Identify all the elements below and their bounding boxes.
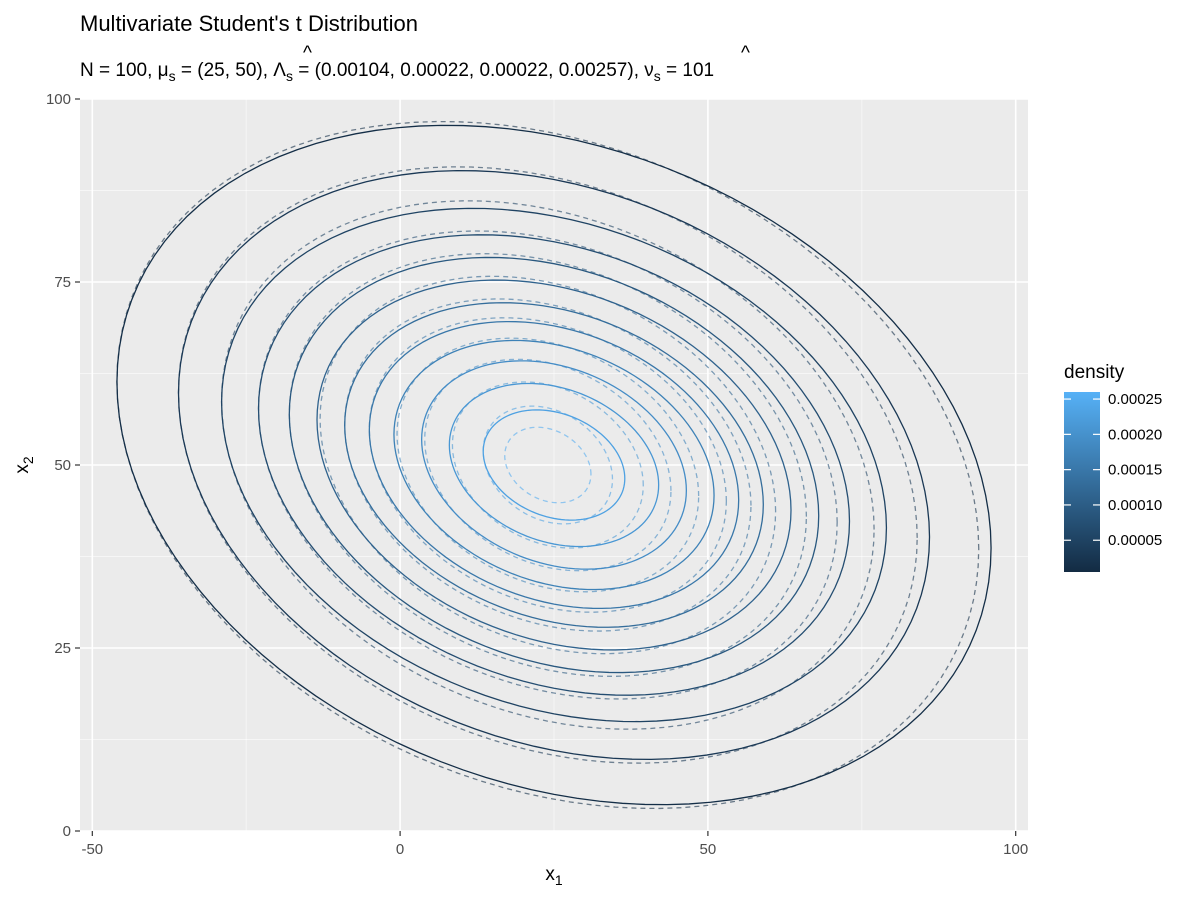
subtitle-n: N = 100, — [80, 60, 158, 81]
solid-contour-line — [344, 302, 764, 628]
legend-label: 0.00005 — [1108, 532, 1162, 549]
lambda-hat-glyph: ^ — [303, 43, 312, 64]
x-axis: -50 0 50 100 — [81, 831, 1028, 858]
x-axis-title: x1 — [545, 864, 563, 888]
legend-title: density — [1064, 362, 1125, 383]
y-axis-title-sub: 2 — [20, 456, 36, 464]
grid-major — [80, 98, 1028, 832]
y-tick-label: 0 — [63, 823, 71, 840]
solid-contour-line — [257, 234, 851, 696]
legend-label: 0.00020 — [1108, 426, 1162, 443]
y-axis-title-main: x — [12, 464, 33, 474]
y-tick-label: 75 — [54, 274, 71, 291]
x-tick-label: -50 — [81, 841, 103, 858]
y-tick-label: 100 — [46, 91, 71, 108]
solid-contour-line — [393, 339, 715, 591]
dashed-contour-line — [504, 426, 592, 504]
subtitle-lambda: Λ — [273, 60, 286, 81]
solid-contours — [116, 124, 992, 806]
y-axis-title: x2 — [12, 456, 36, 474]
legend-colorbar — [1064, 392, 1100, 572]
x-tick-label: 50 — [700, 841, 717, 858]
solid-contour-line — [448, 382, 660, 548]
subtitle-nu: ν — [644, 60, 654, 81]
chart-title: Multivariate Student's t Distribution — [80, 11, 418, 36]
y-tick-label: 25 — [54, 640, 71, 657]
solid-contour-line — [316, 279, 792, 651]
solid-contour-line — [116, 124, 992, 806]
solid-contour-line — [288, 256, 820, 674]
x-tick-label: 100 — [1003, 841, 1028, 858]
legend-label: 0.00015 — [1108, 462, 1162, 479]
x-tick-label: 0 — [396, 841, 404, 858]
x-axis-title-sub: 1 — [555, 872, 563, 888]
y-axis: 0 25 50 75 100 — [46, 91, 80, 840]
subtitle-mu-value: = (25, 50), — [176, 60, 274, 81]
legend-ticks: 0.00025 0.00020 0.00015 0.00010 0.00005 — [1064, 391, 1162, 549]
legend-label: 0.00025 — [1108, 391, 1162, 408]
subtitle-mu: μ — [158, 60, 169, 81]
legend: density 0.000250.000200.000150.000100.00… — [1064, 362, 1162, 572]
dashed-contour-line — [451, 381, 644, 549]
dashed-contour-line — [368, 317, 728, 613]
solid-contour-line — [177, 169, 931, 761]
solid-contour-line — [368, 320, 740, 610]
subtitle-lambda-sub: s — [286, 68, 293, 84]
solid-contour-line — [420, 360, 688, 570]
legend-label: 0.00010 — [1108, 497, 1162, 514]
subtitle-lambda-value: = (0.00104, 0.00022, 0.00022, 0.00257), — [293, 60, 644, 81]
chart-subtitle: N = 100, μs = (25, 50), Λs = (0.00104, 0… — [80, 60, 714, 84]
x-axis-title-main: x — [545, 864, 555, 885]
subtitle-nu-value: = 101 — [661, 60, 714, 81]
solid-contour-line — [220, 207, 888, 723]
subtitle-mu-sub: s — [169, 68, 176, 84]
subtitle-nu-sub: s — [654, 68, 661, 84]
solid-contour-line — [482, 409, 626, 521]
nu-hat-glyph: ^ — [741, 43, 750, 64]
y-tick-label: 50 — [54, 457, 71, 474]
